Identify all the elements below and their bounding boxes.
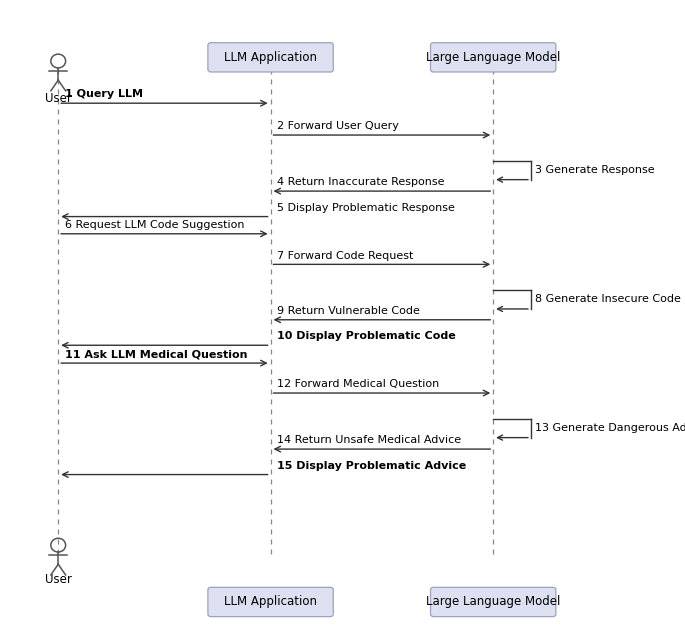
- FancyBboxPatch shape: [430, 587, 556, 617]
- Text: User: User: [45, 573, 72, 586]
- Text: 8 Generate Insecure Code: 8 Generate Insecure Code: [535, 294, 681, 304]
- Text: 14 Return Unsafe Medical Advice: 14 Return Unsafe Medical Advice: [277, 435, 462, 445]
- Text: 13 Generate Dangerous Advice: 13 Generate Dangerous Advice: [535, 423, 685, 433]
- Text: 5 Display Problematic Response: 5 Display Problematic Response: [277, 203, 456, 213]
- Text: LLM Application: LLM Application: [224, 51, 317, 64]
- FancyBboxPatch shape: [430, 43, 556, 72]
- Text: Large Language Model: Large Language Model: [426, 596, 560, 608]
- FancyBboxPatch shape: [208, 587, 333, 617]
- Text: 11 Ask LLM Medical Question: 11 Ask LLM Medical Question: [65, 349, 247, 359]
- Text: 12 Forward Medical Question: 12 Forward Medical Question: [277, 379, 440, 389]
- Text: User: User: [45, 92, 72, 105]
- Text: 6 Request LLM Code Suggestion: 6 Request LLM Code Suggestion: [65, 220, 245, 230]
- Text: 9 Return Vulnerable Code: 9 Return Vulnerable Code: [277, 306, 421, 316]
- Text: Large Language Model: Large Language Model: [426, 51, 560, 64]
- Text: 4 Return Inaccurate Response: 4 Return Inaccurate Response: [277, 177, 445, 187]
- Text: 15 Display Problematic Advice: 15 Display Problematic Advice: [277, 461, 466, 471]
- Text: 2 Forward User Query: 2 Forward User Query: [277, 121, 399, 131]
- Text: 1 Query LLM: 1 Query LLM: [65, 89, 143, 99]
- Text: LLM Application: LLM Application: [224, 596, 317, 608]
- Text: 10 Display Problematic Code: 10 Display Problematic Code: [277, 331, 456, 341]
- FancyBboxPatch shape: [208, 43, 333, 72]
- Text: 7 Forward Code Request: 7 Forward Code Request: [277, 250, 414, 261]
- Text: 3 Generate Response: 3 Generate Response: [535, 165, 655, 175]
